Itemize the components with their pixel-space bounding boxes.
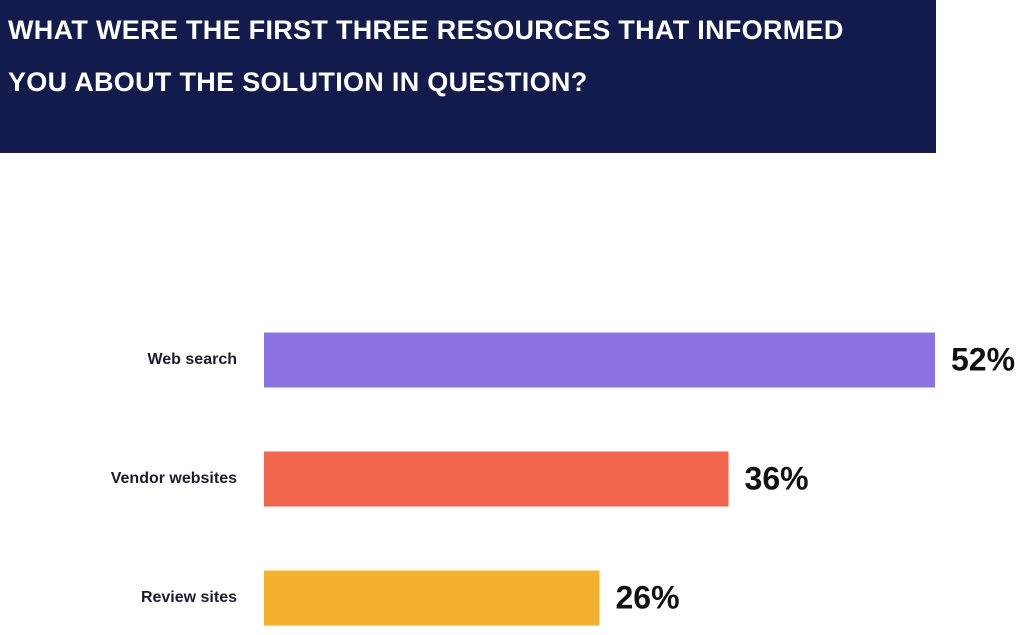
value-label: 26%: [616, 579, 680, 615]
category-label: Review sites: [141, 589, 237, 606]
bar: [264, 332, 935, 388]
bar: [264, 570, 600, 626]
chart-title: WHAT WERE THE FIRST THREE RESOURCES THAT…: [8, 15, 844, 97]
category-label: Web search: [147, 351, 237, 368]
category-label: Vendor websites: [111, 470, 237, 487]
title-banner: WHAT WERE THE FIRST THREE RESOURCES THAT…: [0, 0, 936, 153]
value-label: 52%: [951, 341, 1015, 377]
value-label: 36%: [745, 460, 809, 496]
bar: [264, 451, 729, 507]
